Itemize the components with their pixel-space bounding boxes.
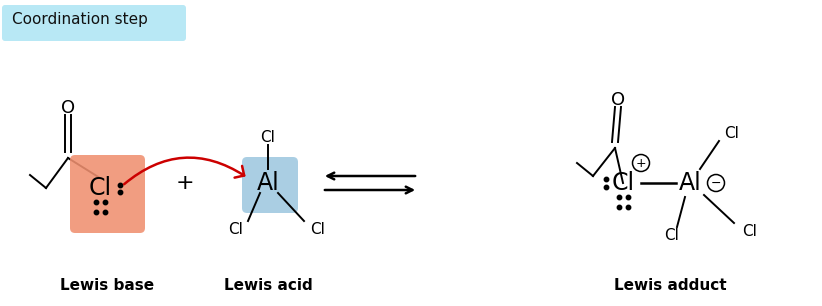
Text: O: O — [611, 91, 625, 109]
Text: Lewis adduct: Lewis adduct — [614, 278, 727, 293]
Text: +: + — [635, 156, 646, 170]
Text: Al: Al — [679, 171, 701, 195]
Text: Coordination step: Coordination step — [12, 12, 148, 27]
Text: +: + — [176, 173, 194, 193]
Text: Cl: Cl — [612, 171, 635, 195]
Text: Cl: Cl — [89, 176, 112, 200]
FancyBboxPatch shape — [242, 157, 298, 213]
FancyArrowPatch shape — [124, 158, 244, 184]
Text: O: O — [61, 99, 75, 117]
FancyBboxPatch shape — [2, 5, 186, 41]
Text: Cl: Cl — [742, 223, 757, 238]
Text: Lewis acid: Lewis acid — [224, 278, 312, 293]
Text: Cl: Cl — [724, 125, 740, 140]
Text: Cl: Cl — [664, 227, 680, 242]
Text: Cl: Cl — [229, 222, 243, 237]
Text: Cl: Cl — [311, 222, 326, 237]
Text: Al: Al — [256, 171, 279, 195]
Text: Lewis base: Lewis base — [60, 278, 154, 293]
FancyBboxPatch shape — [70, 155, 145, 233]
Text: Cl: Cl — [261, 129, 275, 144]
Text: −: − — [711, 177, 721, 189]
